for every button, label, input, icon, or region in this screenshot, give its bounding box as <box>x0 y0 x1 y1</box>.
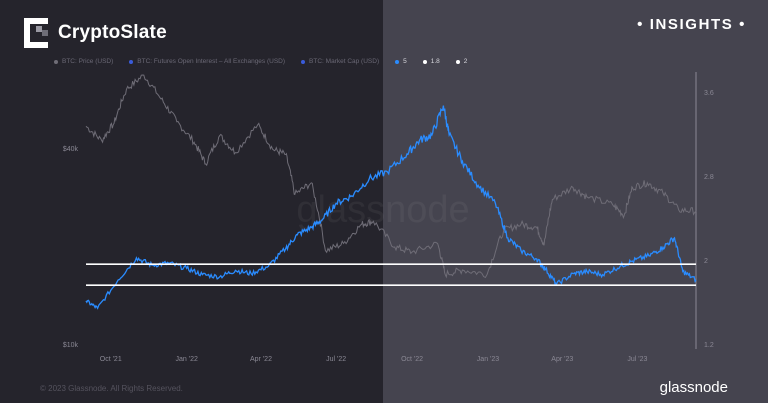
series-line-price <box>85 74 697 279</box>
legend-item-ratio[interactable]: 5 <box>395 58 407 65</box>
x-tick-label: Oct '21 <box>100 356 122 363</box>
legend-label: BTC: Market Cap (USD) <box>309 58 380 65</box>
y-right-tick-label: 2.8 <box>704 174 714 181</box>
x-tick-label: Jan '23 <box>477 356 499 363</box>
brand: CryptoSlate <box>24 18 167 48</box>
y-right-tick-label: 1.2 <box>704 342 714 349</box>
cryptoslate-logo-icon <box>24 18 48 48</box>
insights-badge: • INSIGHTS • <box>637 16 746 33</box>
legend-label: 5 <box>403 58 407 65</box>
legend-dot <box>54 59 58 64</box>
legend-label: BTC: Price (USD) <box>62 58 114 65</box>
x-tick-label: Apr '23 <box>551 356 573 363</box>
x-tick-label: Jul '23 <box>627 356 647 363</box>
chart-background-right <box>383 0 768 403</box>
legend-item-open-interest[interactable]: BTC: Futures Open Interest – All Exchang… <box>129 58 285 65</box>
x-tick-label: Oct '22 <box>401 356 423 363</box>
glassnode-logo: glassnode <box>659 379 728 396</box>
legend-label: BTC: Futures Open Interest – All Exchang… <box>137 58 286 65</box>
legend-item-line-1-8[interactable]: 1.8 <box>422 58 440 65</box>
x-tick-label: Jan '22 <box>176 356 198 363</box>
watermark: glassnode <box>296 189 469 231</box>
copyright: © 2023 Glassnode. All Rights Reserved. <box>40 384 183 393</box>
y-left-tick-label: $40k <box>63 146 79 153</box>
legend-dot <box>422 59 427 64</box>
y-right-tick-label: 3.6 <box>704 90 714 97</box>
legend-label: 2 <box>463 58 468 65</box>
legend-dot <box>455 59 460 64</box>
y-left-tick-label: $10k <box>63 342 79 349</box>
chart-legend: BTC: Price (USD) BTC: Futures Open Inter… <box>54 58 483 65</box>
brand-name: CryptoSlate <box>58 22 167 43</box>
legend-label: 1.8 <box>430 58 440 65</box>
x-tick-label: Apr '22 <box>250 356 272 363</box>
legend-dot <box>301 59 306 64</box>
legend-item-market-cap[interactable]: BTC: Market Cap (USD) <box>301 58 379 65</box>
y-right-tick-label: 2 <box>704 258 708 265</box>
legend-dot <box>129 59 134 64</box>
legend-dot <box>395 59 400 64</box>
series-line-ratio <box>85 105 697 310</box>
chart-background-left <box>0 0 383 403</box>
legend-item-price[interactable]: BTC: Price (USD) <box>54 58 113 65</box>
x-tick-label: Jul '22 <box>326 356 346 363</box>
legend-item-line-2[interactable]: 2 <box>455 58 468 65</box>
